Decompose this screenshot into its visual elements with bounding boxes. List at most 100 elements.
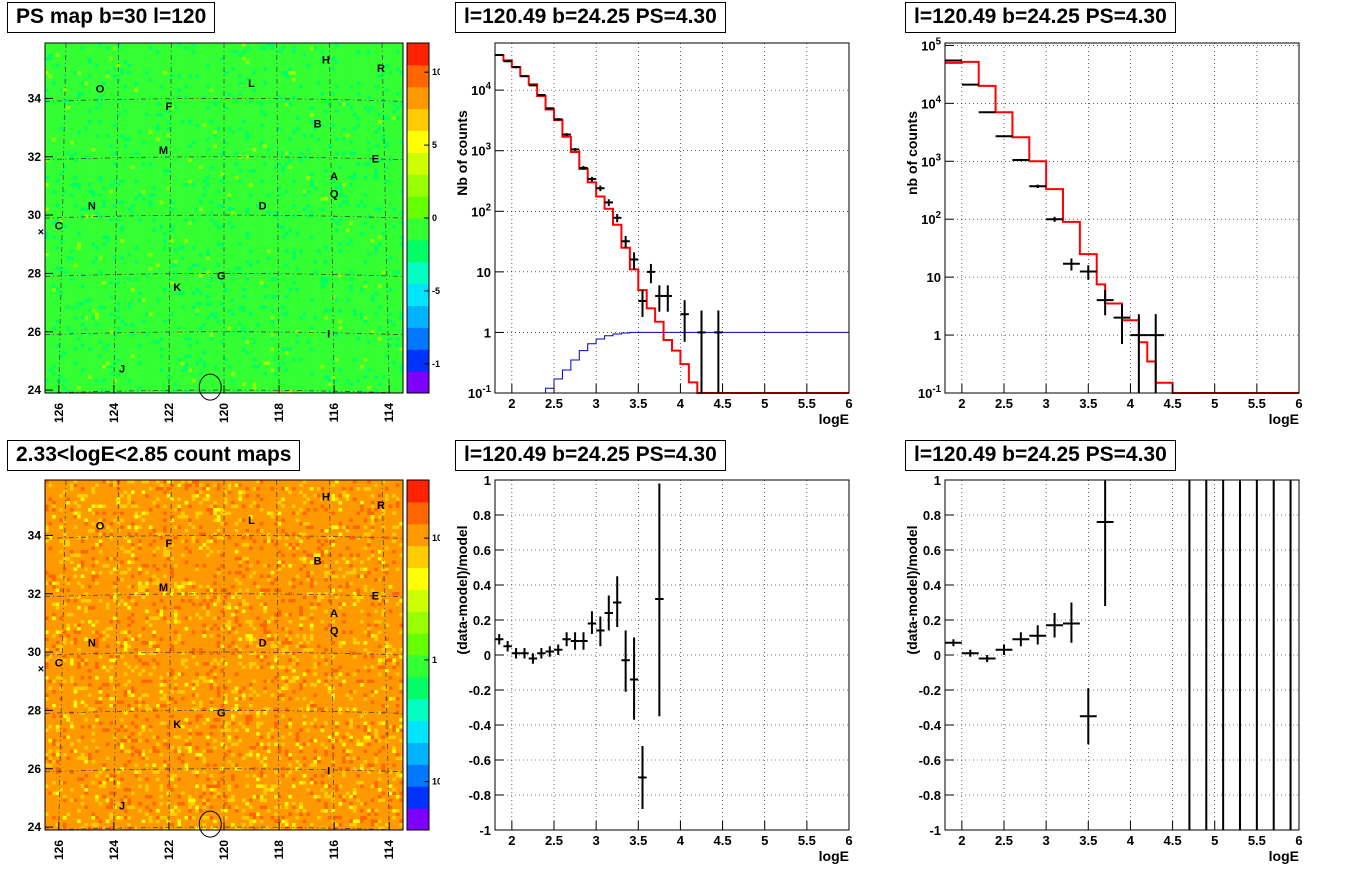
heatmap-cell (73, 274, 78, 278)
heatmap-cell (130, 302, 135, 306)
heatmap-cell (202, 113, 207, 117)
heatmap-cell (152, 221, 157, 226)
heatmap-cell (80, 179, 85, 184)
heatmap-cell (62, 71, 67, 75)
heatmap-cell (202, 141, 207, 145)
heatmap-cell (173, 148, 178, 152)
heatmap-cell (116, 302, 121, 306)
heatmap-cell (177, 218, 182, 222)
heatmap-cell (145, 326, 150, 331)
heatmap-cell (173, 323, 178, 327)
heatmap-cell (159, 270, 164, 275)
heatmap-cell (55, 50, 60, 54)
heatmap-cell (45, 64, 49, 68)
heatmap-cell (173, 81, 178, 86)
heatmap-cell (120, 277, 125, 282)
heatmap-cell (62, 190, 67, 194)
heatmap-cell (216, 291, 221, 296)
heatmap-cell (123, 43, 128, 47)
heatmap-cell (91, 221, 96, 226)
heatmap-cell (113, 155, 117, 159)
heatmap-cell (127, 204, 132, 208)
heatmap-cell (62, 347, 67, 352)
heatmap-cell (73, 60, 78, 65)
heatmap-cell (127, 358, 132, 362)
heatmap-cell (181, 190, 186, 194)
heatmap-cell (173, 218, 178, 222)
heatmap-cell (87, 197, 92, 201)
heatmap-cell (113, 256, 117, 261)
heatmap-cell (91, 295, 96, 299)
heatmap-cell (105, 116, 110, 121)
heatmap-cell (216, 57, 221, 61)
heatmap-cell (77, 74, 82, 79)
heatmap-cell (62, 197, 67, 201)
heatmap-cell (141, 207, 146, 212)
heatmap-cell (155, 193, 160, 198)
heatmap-cell (109, 200, 114, 205)
heatmap-cell (152, 151, 157, 156)
heatmap-cell (102, 323, 107, 327)
heatmap-cell (113, 358, 117, 362)
heatmap-cell (191, 162, 196, 166)
heatmap-cell (198, 78, 203, 82)
heatmap-cell (195, 221, 200, 226)
heatmap-cell (130, 316, 135, 320)
heatmap-cell (195, 165, 200, 170)
heatmap-cell (105, 102, 110, 107)
heatmap-cell (77, 109, 82, 114)
heatmap-cell (173, 207, 178, 212)
heatmap-cell (195, 249, 200, 254)
heatmap-cell (195, 326, 200, 331)
heatmap-cell (59, 190, 64, 194)
heatmap-cell (163, 253, 168, 257)
heatmap-cell (77, 225, 82, 229)
heatmap-cell (213, 312, 218, 317)
heatmap-cell (177, 382, 182, 387)
heatmap-cell (105, 295, 110, 299)
heatmap-cell (213, 351, 218, 355)
heatmap-cell (116, 204, 121, 208)
heatmap-cell (66, 312, 71, 317)
heatmap-cell (209, 85, 214, 89)
heatmap-cell (173, 176, 178, 180)
heatmap-cell (113, 316, 117, 320)
heatmap-cell (166, 277, 171, 282)
heatmap-cell (166, 67, 171, 72)
heatmap-cell (216, 116, 221, 121)
heatmap-cell (163, 333, 168, 338)
heatmap-cell (206, 106, 211, 110)
heatmap-cell (213, 148, 218, 152)
heatmap-cell (127, 179, 132, 184)
heatmap-cell (141, 172, 146, 177)
heatmap-cell (98, 274, 103, 278)
heatmap-cell (130, 141, 135, 145)
heatmap-cell (48, 305, 53, 310)
heatmap-cell (59, 298, 64, 303)
heatmap-cell (184, 130, 189, 135)
heatmap-cell (95, 260, 100, 264)
heatmap-cell (184, 176, 189, 180)
heatmap-cell (59, 225, 64, 229)
heatmap-cell (191, 351, 196, 355)
heatmap-cell (148, 204, 153, 208)
heatmap-cell (59, 193, 64, 198)
heatmap-cell (141, 151, 146, 156)
heatmap-cell (173, 326, 178, 331)
heatmap-cell (195, 337, 200, 341)
heatmap-cell (163, 176, 168, 180)
heatmap-cell (177, 225, 182, 229)
heatmap-cell (98, 148, 103, 152)
heatmap-cell (209, 64, 214, 68)
heatmap-cell (80, 263, 85, 268)
heatmap-cell (120, 186, 125, 191)
heatmap-cell (127, 46, 132, 51)
heatmap-cell (113, 190, 117, 194)
heatmap-cell (191, 382, 196, 387)
heatmap-cell (195, 358, 200, 362)
heatmap-cell (84, 298, 89, 303)
heatmap-cell (173, 211, 178, 215)
heatmap-cell (152, 277, 157, 282)
heatmap-cell (134, 340, 139, 345)
heatmap-cell (95, 134, 100, 138)
